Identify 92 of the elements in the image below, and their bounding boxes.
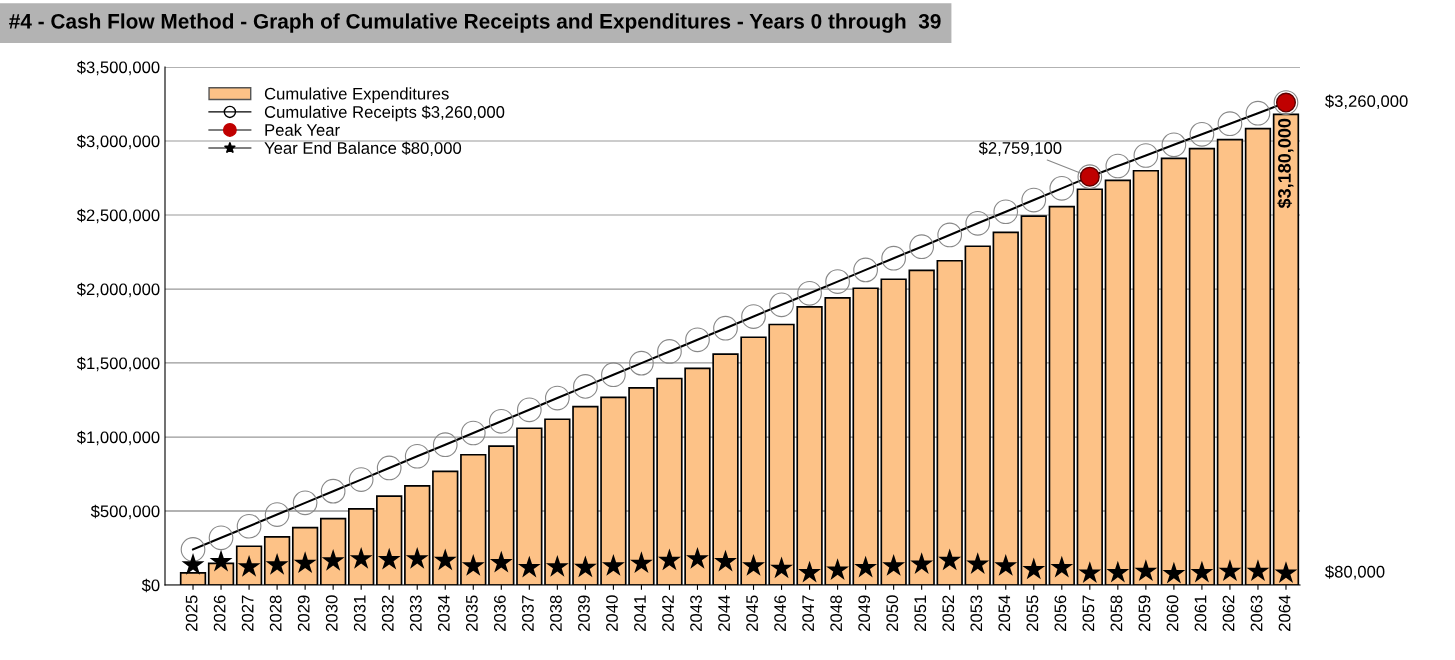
point [742, 554, 765, 576]
legend-label: Cumulative Receipts $3,260,000 [264, 105, 505, 122]
x-tick-label: 2025 [185, 595, 198, 631]
point [209, 549, 233, 572]
chart-title: #4 - Cash Flow Method - Graph of Cumulative Receipts and Expenditures - Years 0 through 39 [9, 13, 941, 33]
point [658, 548, 681, 571]
x-tick-label: 2031 [353, 595, 366, 631]
point [826, 558, 850, 580]
x-tick-label: 2033 [409, 595, 422, 631]
point [714, 549, 737, 572]
x-tick-label: 2036 [493, 595, 506, 631]
point [1190, 560, 1214, 583]
point [433, 548, 457, 571]
x-tick-label: 2035 [465, 595, 478, 631]
y-tick-label: $1,000,000 [76, 430, 160, 446]
legend-label: Year End Balance $80,000 [264, 141, 462, 156]
annotation: $2,759,100 [978, 141, 1062, 156]
point [181, 552, 205, 575]
x-tick-label: 2032 [381, 595, 394, 631]
x-tick-label: 2052 [942, 595, 955, 631]
x-tick-label: 2054 [998, 595, 1011, 631]
point [1162, 561, 1186, 584]
x-tick-label: 2030 [325, 595, 338, 631]
point [601, 554, 625, 576]
point [770, 556, 793, 579]
point [405, 546, 429, 569]
x-tick-label: 2058 [1110, 595, 1123, 631]
point [1106, 560, 1130, 583]
point [938, 548, 962, 571]
point [545, 554, 569, 577]
point [994, 554, 1018, 576]
legend-label: Cumulative Expenditures [264, 87, 449, 103]
point [1134, 559, 1158, 582]
x-tick-label: 2061 [1194, 595, 1207, 631]
point [517, 555, 541, 578]
x-tick-label: 2037 [521, 595, 534, 631]
x-tick-label: 2043 [690, 595, 702, 631]
point [1274, 561, 1298, 583]
x-tick-label: 2048 [830, 595, 843, 631]
point [882, 554, 906, 576]
x-tick-label: 2062 [1222, 595, 1235, 631]
x-tick-label: 2038 [550, 595, 562, 631]
x-tick-label: 2049 [858, 595, 871, 631]
point [686, 546, 709, 569]
x-tick-label: 2041 [634, 595, 646, 631]
x-tick-label: 2034 [437, 595, 450, 631]
x-tick-label: 2047 [802, 595, 815, 631]
point [910, 552, 934, 575]
point [966, 552, 990, 575]
x-tick-label: 2063 [1250, 595, 1263, 631]
x-tick-label: 2029 [297, 595, 310, 631]
point [798, 560, 822, 583]
x-tick-label: 2039 [578, 595, 590, 631]
y-tick-label: $0 [141, 578, 160, 593]
x-tick-label: 2064 [1278, 595, 1291, 631]
x-tick-label: 2044 [718, 595, 730, 631]
x-tick-label: 2051 [914, 595, 927, 631]
annotation: $3,260,000 [1325, 94, 1408, 109]
x-tick-label: 2060 [1166, 595, 1179, 631]
x-tick-label: 2050 [886, 595, 899, 631]
point [1218, 559, 1242, 582]
y-tick-label: $2,000,000 [76, 282, 160, 298]
x-tick-label: 2056 [1054, 595, 1067, 631]
point [573, 555, 597, 578]
data-label: $3,180,000 [1277, 118, 1294, 209]
point [1022, 557, 1046, 580]
y-tick-label: $1,500,000 [76, 356, 160, 372]
annotation: $80,000 [1325, 565, 1385, 580]
point [1078, 561, 1102, 583]
point [629, 551, 653, 574]
y-tick-label: $2,500,000 [76, 208, 160, 224]
point [1246, 559, 1270, 582]
x-tick-label: 2045 [746, 595, 758, 631]
x-tick-label: 2028 [269, 595, 282, 631]
point [1050, 555, 1074, 578]
x-tick-label: 2046 [774, 595, 787, 631]
x-tick-label: 2042 [662, 595, 674, 631]
point [377, 547, 401, 570]
x-tick-label: 2026 [213, 595, 226, 631]
point [461, 554, 485, 576]
x-tick-label: 2053 [970, 595, 983, 631]
legend-label: Peak Year [265, 123, 340, 136]
x-tick-label: 2040 [606, 595, 618, 631]
point [854, 555, 878, 578]
x-tick-label: 2057 [1082, 595, 1095, 631]
y-tick-label: $500,000 [90, 504, 160, 520]
x-tick-label: 2059 [1138, 595, 1151, 631]
x-tick-label: 2055 [1026, 595, 1039, 631]
x-tick-label: 2027 [241, 595, 254, 631]
y-tick-label: $3,000,000 [76, 134, 160, 150]
point [489, 550, 513, 573]
y-tick-label: $3,500,000 [76, 60, 160, 76]
